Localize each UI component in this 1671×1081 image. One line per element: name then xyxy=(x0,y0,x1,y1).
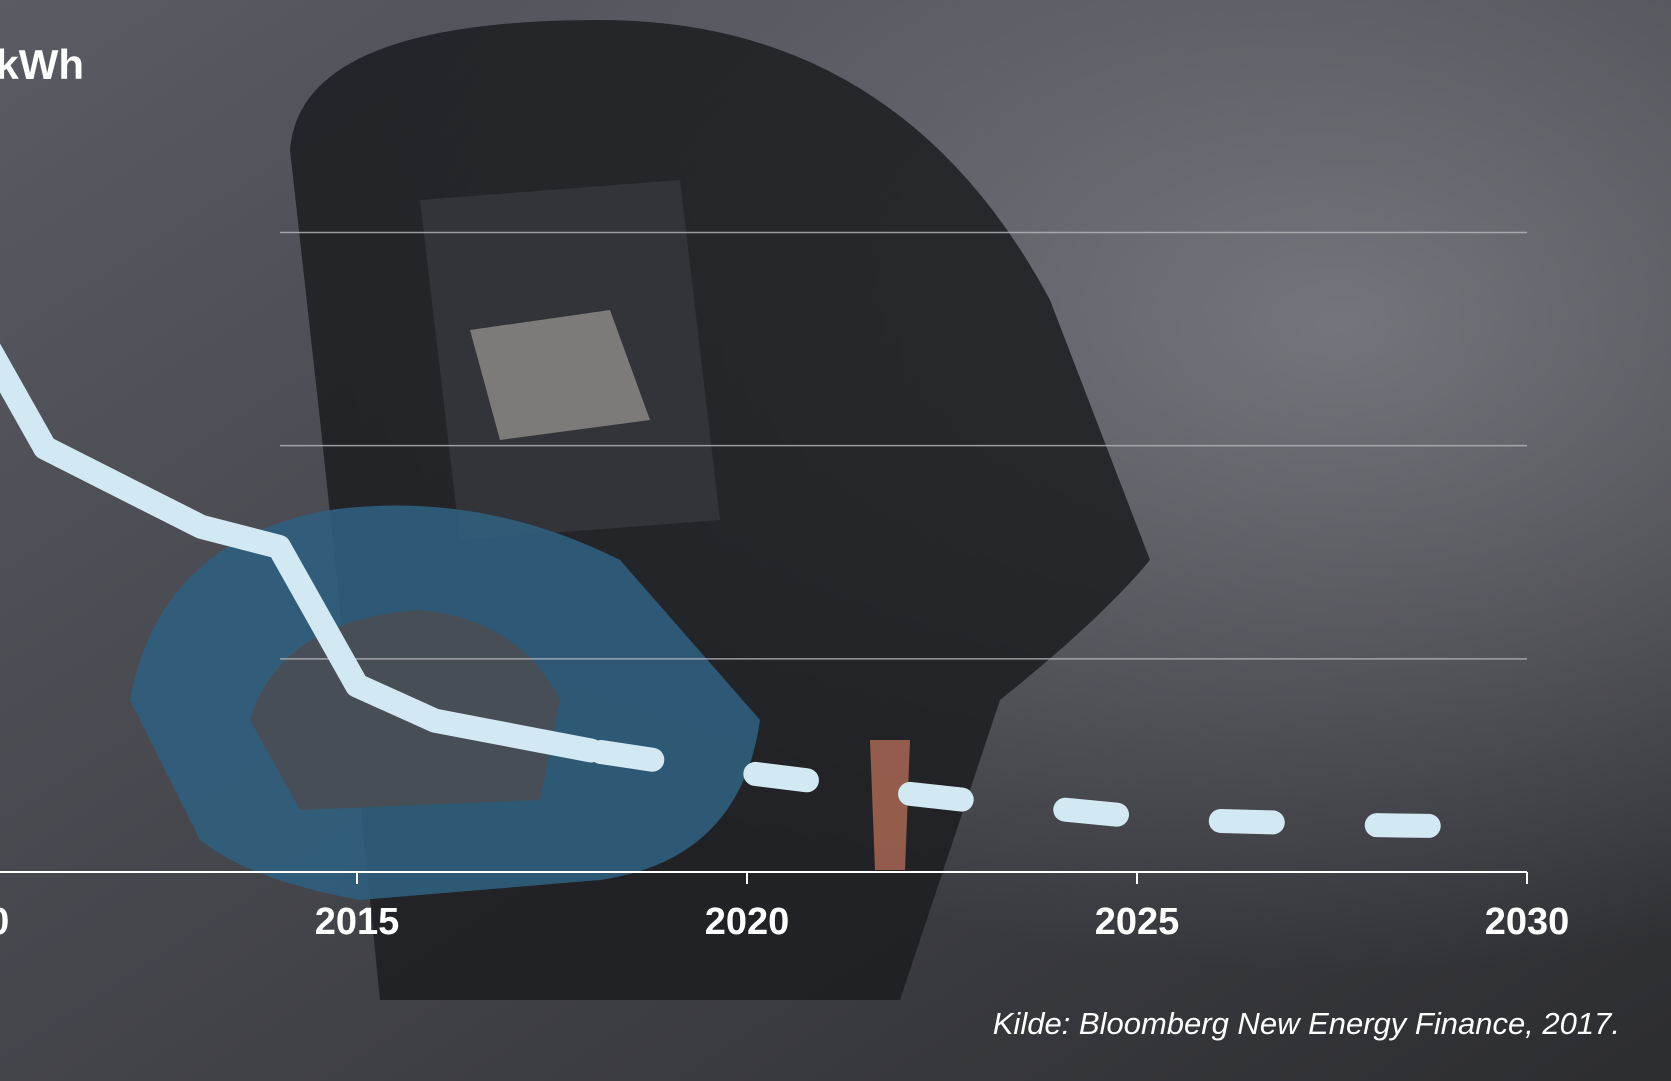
line-series xyxy=(579,738,1539,839)
x-tick-label: 2025 xyxy=(1095,901,1180,943)
x-tick-label: 2015 xyxy=(315,901,400,943)
x-tick-label: 2030 xyxy=(1485,901,1570,943)
x-tick-label: 2020 xyxy=(705,901,790,943)
x-tick-label: 2010 xyxy=(0,901,9,943)
line-series xyxy=(0,343,603,763)
source-note: Kilde: Bloomberg New Energy Finance, 201… xyxy=(993,1006,1620,1041)
chart-title: $/kWh xyxy=(0,41,84,88)
